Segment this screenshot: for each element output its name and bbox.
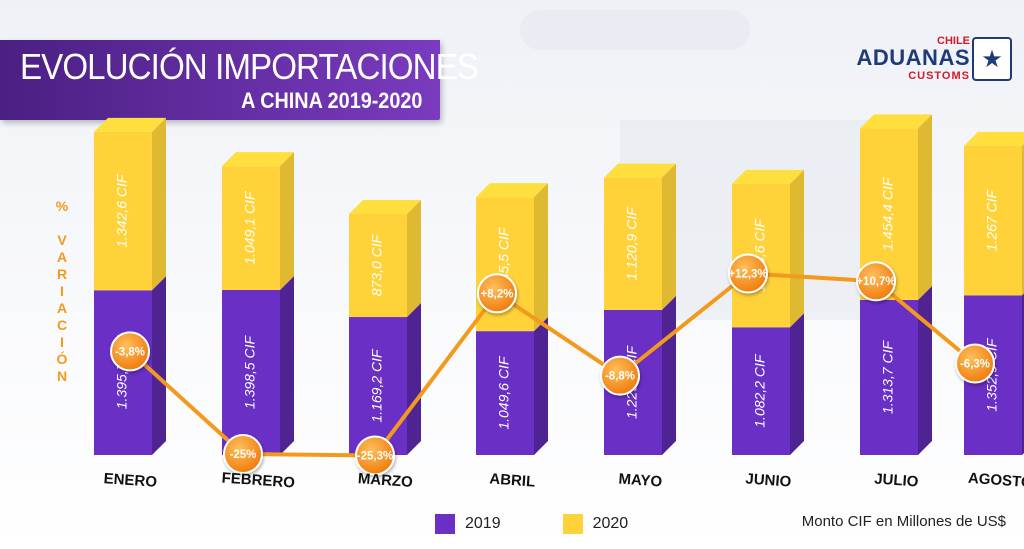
variation-point-mayo: -8,8%: [600, 355, 640, 396]
variation-point-agosto: -6,3%: [955, 343, 995, 384]
variation-point-junio: +12,3%: [728, 253, 768, 294]
value-label-2020-agosto: 1.267 CIF: [984, 188, 1000, 251]
value-label-2019-febrero: 1.398,5 CIF: [242, 334, 258, 409]
value-label-2020-marzo: 873,0 CIF: [369, 233, 385, 296]
title-banner: EVOLUCIÓN IMPORTACIONES A CHINA 2019-202…: [0, 40, 479, 120]
legend-label-2019: 2019: [465, 515, 501, 532]
value-label-2020-enero: 1.342,6 CIF: [114, 173, 130, 248]
variation-point-enero: -3,8%: [110, 331, 150, 372]
value-label-2019-marzo: 1.169,2 CIF: [369, 348, 385, 423]
category-label-enero: ENERO: [103, 470, 158, 491]
category-label-julio: JULIO: [874, 470, 920, 490]
chart-subtitle: A CHINA 2019-2020: [240, 88, 422, 113]
category-label-abril: ABRIL: [489, 470, 536, 490]
variation-label-agosto: -6,3%: [960, 358, 990, 370]
variation-label-junio: +12,3%: [728, 268, 767, 280]
legend-swatch-2019: [435, 514, 455, 534]
variation-point-julio: +10,7%: [856, 261, 896, 302]
bar-2020-mayo: [604, 163, 676, 310]
chart-title: EVOLUCIÓN IMPORTACIONES: [20, 46, 479, 87]
bar-2019-abril: [476, 317, 548, 455]
variation-point-abril: +8,2%: [477, 273, 517, 314]
bar-2020-enero: [94, 117, 166, 291]
variation-label-abril: +8,2%: [481, 288, 514, 300]
bar-2019-enero: [94, 276, 166, 455]
value-label-2019-julio: 1.313,7 CIF: [880, 339, 896, 414]
category-label-mayo: MAYO: [618, 471, 663, 491]
bar-2020-junio: [732, 169, 804, 328]
aduanas-logo: CHILE ADUANAS CUSTOMS ★: [848, 35, 1018, 85]
logo-chile-text: CHILE: [937, 35, 970, 47]
category-label-junio: JUNIO: [745, 470, 792, 490]
units-note: Monto CIF en Millones de US$: [801, 513, 1006, 530]
bar-2019-febrero: [222, 275, 294, 455]
legend-swatch-2020: [562, 514, 583, 534]
bar-2019-julio: [860, 285, 932, 455]
background-plane: [520, 10, 750, 50]
variation-point-febrero: -25%: [223, 434, 263, 474]
bar-2020-marzo: [349, 200, 421, 318]
category-label-marzo: MARZO: [357, 470, 413, 491]
variation-line: [128, 271, 977, 458]
logo-customs-text: CUSTOMS: [908, 70, 970, 82]
value-label-2020-febrero: 1.049,1 CIF: [242, 190, 258, 265]
bar-2020-agosto: [964, 131, 1024, 296]
variation-label-marzo: -25,3%: [357, 450, 393, 462]
legend: 2019 2020: [435, 512, 690, 536]
legend-item-2020: 2020: [562, 514, 629, 534]
variation-point-marzo: -25,3%: [355, 435, 395, 476]
value-label-2020-mayo: 1.120,9 CIF: [624, 206, 640, 281]
logo-aduanas-text: ADUANAS: [856, 45, 970, 70]
bar-2020-febrero: [222, 152, 294, 290]
variation-label-julio: +10,7%: [856, 276, 895, 288]
category-label-agosto: AGOSTO: [967, 470, 1024, 491]
bar-2019-marzo: [349, 303, 421, 455]
category-label-febrero: FEBRERO: [221, 469, 296, 491]
legend-item-2019: 2019: [435, 514, 501, 534]
variation-label-enero: -3,8%: [115, 346, 145, 358]
variation-label-mayo: -8,8%: [605, 371, 635, 383]
star-shield-icon: ★: [972, 37, 1012, 81]
variation-label-febrero: -25%: [230, 449, 257, 461]
value-label-2020-julio: 1.454,4 CIF: [880, 176, 896, 251]
bar-2019-junio: [732, 313, 804, 455]
value-label-2019-junio: 1.082,2 CIF: [752, 353, 768, 428]
value-label-2019-abril: 1.049,6 CIF: [496, 355, 512, 430]
legend-label-2020: 2020: [592, 515, 629, 532]
